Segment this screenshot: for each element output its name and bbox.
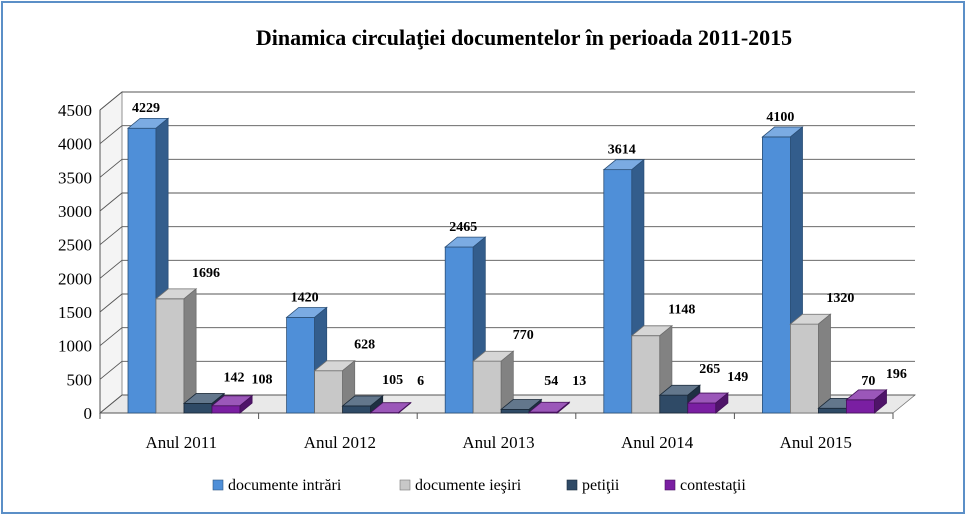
y-tick-label: 3500 (58, 168, 92, 187)
gridline (99, 158, 915, 178)
x-category-label: Anul 2014 (621, 433, 694, 452)
data-label: 1320 (826, 291, 854, 306)
legend-swatch (664, 479, 676, 491)
data-label: 4229 (132, 101, 160, 116)
data-label: 3614 (608, 143, 636, 158)
data-label: 628 (354, 338, 375, 353)
x-category-label: Anul 2011 (145, 433, 217, 452)
chart-title: Dinamica circulaţiei documentelor în per… (256, 25, 792, 50)
bar (313, 359, 356, 414)
data-label: 1148 (668, 303, 695, 318)
y-tick-label: 4000 (58, 135, 92, 154)
legend-item: documente ieşiri (399, 477, 522, 494)
legend-label: documente ieşiri (415, 477, 522, 494)
data-label: 54 (544, 374, 558, 389)
legend-swatch (399, 479, 411, 491)
legend-label: documente intrări (228, 477, 342, 494)
bar (341, 395, 384, 414)
bar (686, 392, 730, 414)
x-category-label: Anul 2013 (462, 433, 534, 452)
data-label: 196 (886, 367, 907, 382)
bar (369, 401, 412, 414)
data-label: 4100 (766, 110, 794, 125)
y-tick-label: 0 (84, 404, 93, 423)
y-tick-label: 1000 (58, 337, 92, 356)
legend-label: contestaţii (680, 477, 746, 494)
bar (845, 389, 888, 414)
bar (154, 288, 198, 414)
labels-layer: 0 500 1000 1500 2000 2500 3000 3500 4000 4500 Anul… (58, 101, 907, 452)
x-category-label: Anul 2012 (304, 433, 376, 452)
legend-item: documente intrări (212, 477, 342, 494)
gridline (99, 226, 915, 246)
bar (528, 401, 571, 414)
y-tick-label: 2000 (58, 269, 92, 288)
data-label: 13 (572, 374, 586, 389)
legend-item: contestaţii (664, 477, 746, 494)
data-label: 149 (727, 370, 748, 385)
data-label: 108 (252, 373, 273, 388)
gridline (99, 125, 915, 145)
gridline (99, 293, 915, 313)
data-label: 1420 (291, 290, 319, 305)
x-category-label: Anul 2015 (780, 433, 852, 452)
bar (210, 394, 254, 414)
data-label: 770 (513, 328, 534, 343)
bar (789, 313, 832, 414)
legend-swatch (212, 479, 224, 491)
y-tick-label: 2500 (58, 236, 92, 255)
data-label: 265 (699, 362, 720, 377)
y-tick-label: 4500 (58, 101, 92, 120)
data-label: 1696 (192, 266, 220, 281)
legend-item: petiţii (566, 477, 620, 494)
data-label: 142 (224, 370, 245, 385)
data-label: 70 (861, 374, 875, 389)
data-label: 105 (382, 373, 403, 388)
gridline (99, 259, 915, 279)
y-tick-label: 500 (67, 370, 93, 389)
legend-label: petiţii (582, 477, 620, 494)
y-tick-label: 1500 (58, 303, 92, 322)
gridline (99, 192, 915, 212)
legend-swatch (566, 479, 578, 491)
gridline (99, 91, 915, 111)
data-label: 2465 (449, 220, 477, 235)
bar (472, 350, 515, 414)
data-label: 6 (417, 374, 424, 389)
y-tick-label: 3000 (58, 202, 92, 221)
bars-layer (126, 117, 888, 414)
legend: documente intrări documente ieşiri petiţii… (212, 477, 746, 494)
